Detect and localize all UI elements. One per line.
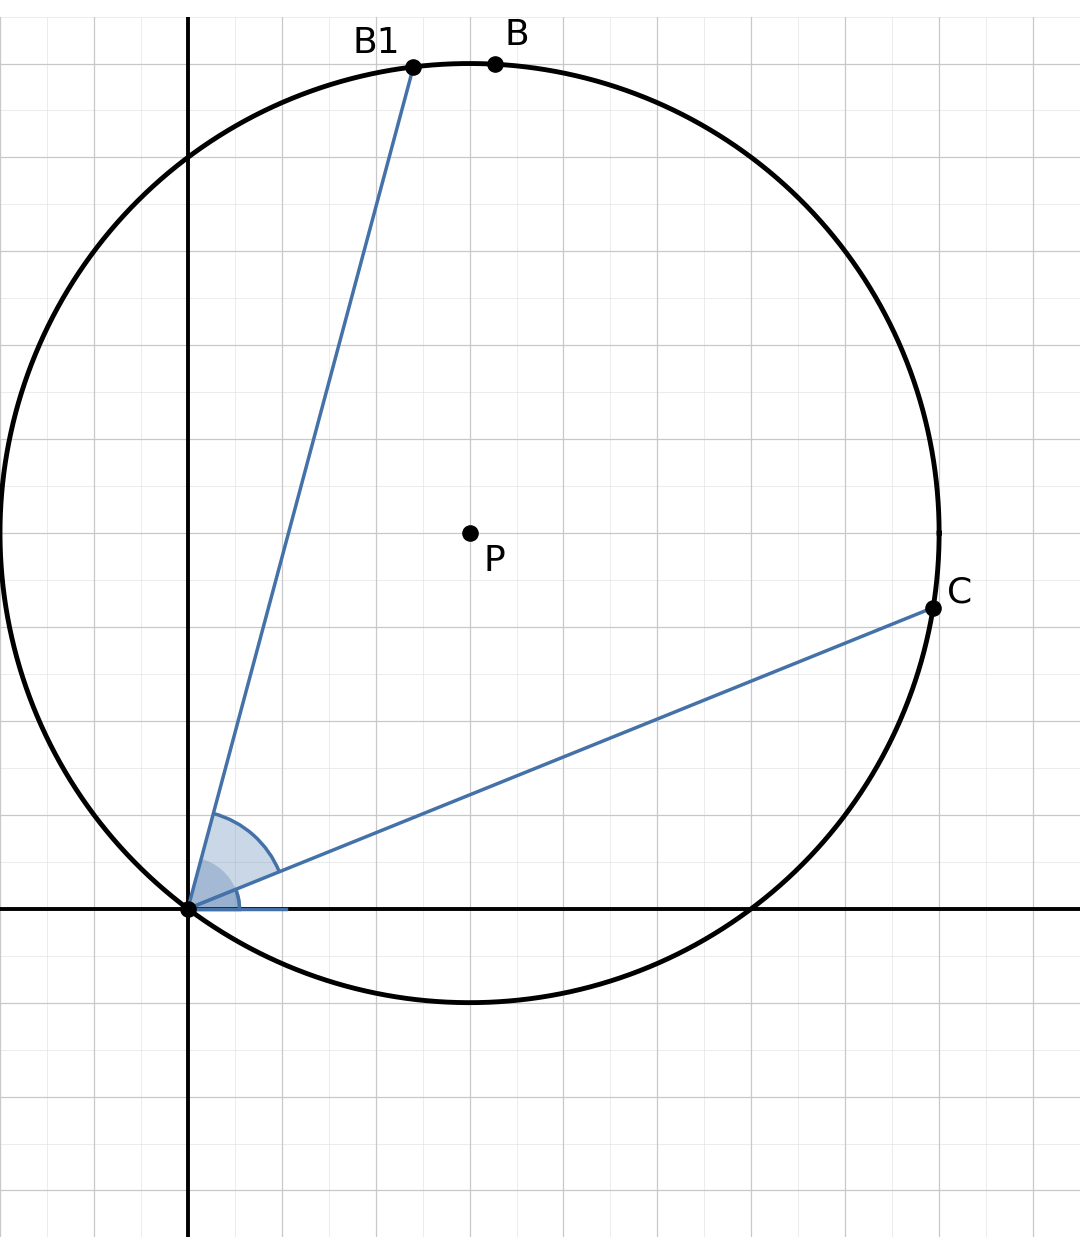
Text: C: C [947, 576, 972, 609]
Wedge shape [188, 814, 280, 909]
Point [487, 54, 504, 74]
Text: B1: B1 [352, 26, 400, 60]
Point [924, 598, 942, 618]
Text: B: B [504, 19, 529, 53]
Point [461, 523, 478, 543]
Point [179, 899, 197, 919]
Point [405, 56, 422, 76]
Text: P: P [484, 544, 505, 578]
Wedge shape [188, 859, 235, 909]
Wedge shape [188, 889, 240, 909]
